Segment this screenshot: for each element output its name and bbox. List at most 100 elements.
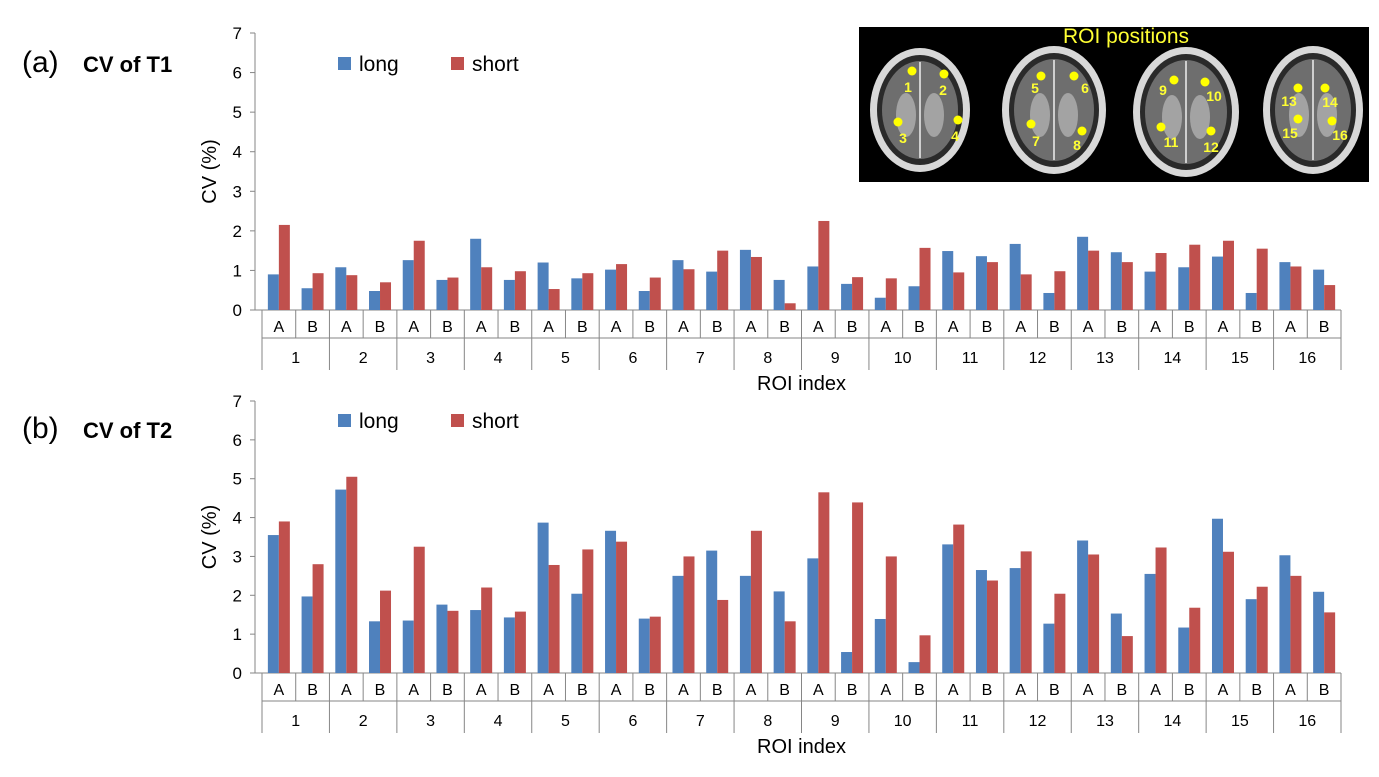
roi-marker-label: 7 bbox=[1032, 133, 1040, 149]
bar-long bbox=[1211, 256, 1223, 310]
x-subcategory-label: B bbox=[1049, 319, 1060, 336]
roi-marker-dot bbox=[1156, 122, 1166, 132]
x-subcategory-label: B bbox=[307, 682, 318, 699]
x-subcategory-label: A bbox=[1218, 682, 1229, 699]
x-subcategory-label: B bbox=[644, 682, 655, 699]
bar-long bbox=[706, 550, 718, 673]
roi-marker-label: 15 bbox=[1282, 125, 1298, 141]
legend-swatch-long bbox=[338, 414, 351, 427]
x-subcategory-label: B bbox=[779, 319, 790, 336]
bar-short bbox=[548, 564, 560, 673]
x-group-label: 4 bbox=[494, 713, 503, 730]
bar-short bbox=[380, 282, 392, 310]
roi-marker-label: 16 bbox=[1332, 127, 1348, 143]
legend-swatch-long bbox=[338, 57, 351, 70]
roi-marker-dot bbox=[1036, 71, 1046, 81]
roi-marker-label: 14 bbox=[1322, 94, 1338, 110]
bar-short bbox=[1054, 593, 1066, 673]
bar-short bbox=[1324, 612, 1336, 673]
bar-long bbox=[841, 652, 853, 673]
bar-long bbox=[1178, 627, 1190, 673]
bar-short bbox=[1222, 240, 1234, 310]
bar-long bbox=[942, 251, 954, 310]
roi-marker-label: 3 bbox=[899, 130, 907, 146]
x-group-label: 12 bbox=[1029, 350, 1047, 367]
x-group-label: 5 bbox=[561, 713, 570, 730]
brain-slice-ventricle bbox=[1058, 93, 1078, 137]
x-subcategory-label: A bbox=[341, 682, 352, 699]
panel-b-label: (b) bbox=[22, 412, 59, 445]
bar-long bbox=[470, 610, 482, 673]
x-subcategory-label: B bbox=[1319, 319, 1330, 336]
x-subcategory-label: A bbox=[948, 682, 959, 699]
x-group-label: 9 bbox=[831, 350, 840, 367]
bar-short bbox=[1256, 586, 1268, 673]
x-group-label: 14 bbox=[1164, 350, 1182, 367]
bar-short bbox=[514, 611, 526, 673]
bar-short bbox=[1054, 271, 1066, 310]
bar-short bbox=[1290, 266, 1302, 310]
bar-short bbox=[1088, 554, 1100, 673]
bar-long bbox=[402, 620, 414, 673]
bar-long bbox=[773, 279, 785, 310]
x-subcategory-label: B bbox=[577, 319, 588, 336]
bar-short bbox=[1020, 551, 1032, 673]
bar-long bbox=[1245, 599, 1257, 673]
bar-long bbox=[1313, 269, 1325, 310]
x-group-label: 15 bbox=[1231, 713, 1249, 730]
legend-swatch-short bbox=[451, 57, 464, 70]
bar-short bbox=[447, 277, 459, 310]
bar-long bbox=[470, 238, 482, 310]
bar-long bbox=[706, 271, 718, 310]
bar-short bbox=[514, 271, 526, 310]
bar-short bbox=[278, 521, 290, 673]
x-group-label: 7 bbox=[696, 713, 705, 730]
roi-marker-label: 2 bbox=[939, 82, 947, 98]
x-group-label: 3 bbox=[426, 713, 435, 730]
x-subcategory-label: A bbox=[611, 319, 622, 336]
x-group-label: 8 bbox=[763, 713, 772, 730]
brain-slice-ventricle bbox=[1162, 95, 1182, 139]
y-axis-title: CV (%) bbox=[199, 139, 221, 203]
x-subcategory-label: B bbox=[982, 682, 993, 699]
x-group-label: 6 bbox=[628, 350, 637, 367]
bar-short bbox=[582, 273, 594, 310]
x-subcategory-label: A bbox=[1218, 319, 1229, 336]
x-subcategory-label: B bbox=[510, 319, 521, 336]
x-subcategory-label: B bbox=[307, 319, 318, 336]
bar-long bbox=[1043, 623, 1055, 673]
x-subcategory-label: A bbox=[678, 319, 689, 336]
x-subcategory-label: A bbox=[880, 319, 891, 336]
x-subcategory-label: B bbox=[914, 319, 925, 336]
bar-long bbox=[267, 535, 279, 673]
x-subcategory-label: A bbox=[476, 682, 487, 699]
roi-marker-dot bbox=[1077, 126, 1087, 136]
x-subcategory-label: A bbox=[678, 682, 689, 699]
bar-short bbox=[818, 492, 830, 673]
x-subcategory-label: A bbox=[1083, 319, 1094, 336]
bar-long bbox=[807, 266, 819, 310]
bar-long bbox=[1077, 236, 1089, 310]
bar-short bbox=[447, 610, 459, 673]
brain-slice-ventricle bbox=[896, 93, 916, 137]
x-subcategory-label: A bbox=[1150, 682, 1161, 699]
roi-marker-dot bbox=[939, 69, 949, 79]
y-tick-label: 0 bbox=[233, 301, 242, 320]
brain-slice-ventricle bbox=[1190, 95, 1210, 139]
bar-short bbox=[1020, 274, 1032, 310]
x-axis-title: ROI index bbox=[757, 736, 846, 758]
roi-marker-dot bbox=[1206, 126, 1216, 136]
bar-short bbox=[953, 272, 965, 310]
roi-marker-dot bbox=[893, 117, 903, 127]
x-subcategory-label: B bbox=[1049, 682, 1060, 699]
bar-long bbox=[369, 621, 381, 673]
panel-a-label: (a) bbox=[22, 46, 59, 79]
bar-long bbox=[773, 591, 785, 673]
x-subcategory-label: B bbox=[1251, 319, 1262, 336]
x-group-label: 5 bbox=[561, 350, 570, 367]
x-subcategory-label: A bbox=[1015, 682, 1026, 699]
bar-short bbox=[683, 269, 695, 310]
x-subcategory-label: B bbox=[914, 682, 925, 699]
